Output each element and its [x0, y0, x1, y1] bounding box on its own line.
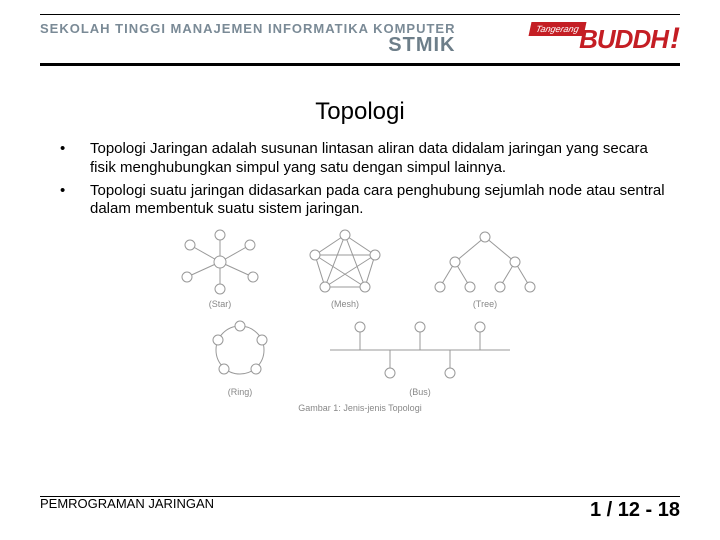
diagram-row-1: (Star): [0, 227, 720, 309]
diagram-caption: Gambar 1: Jenis-jenis Topologi: [0, 403, 720, 413]
header-inner: SEKOLAH TINGGI MANAJEMEN INFORMATIKA KOM…: [40, 17, 680, 61]
diagram-tree: (Tree): [425, 227, 545, 309]
footer-left-text: PEMROGRAMAN JARINGAN: [40, 496, 214, 511]
bullet-item: Topologi Jaringan adalah susunan lintasa…: [60, 140, 670, 178]
bullet-item: Topologi suatu jaringan didasarkan pada …: [60, 182, 670, 220]
diagram-label: (Mesh): [331, 299, 359, 309]
tree-icon: [425, 227, 545, 297]
logo-tag: Tangerang: [529, 22, 587, 36]
logo-text: BUDDH: [579, 24, 668, 55]
logo-exclamation-icon: !: [670, 22, 680, 56]
header-rule-bottom: [40, 63, 680, 66]
diagram-ring: (Ring): [200, 315, 280, 397]
footer-row: PEMROGRAMAN JARINGAN 1 / 12 - 18: [40, 499, 680, 522]
topology-diagrams: (Star): [0, 227, 720, 413]
diagram-label: (Tree): [473, 299, 497, 309]
diagram-mesh: (Mesh): [305, 227, 385, 309]
footer-region: PEMROGRAMAN JARINGAN 1 / 12 - 18: [40, 496, 680, 522]
ring-icon: [200, 315, 280, 385]
logo: Tangerang BUDDH !: [530, 22, 680, 56]
header-rule-top: [40, 14, 680, 15]
mesh-icon: [305, 227, 385, 297]
diagram-row-2: (Ring) (Bus): [0, 315, 720, 397]
page-title: Topologi: [0, 98, 720, 126]
star-icon: [175, 227, 265, 297]
bus-icon: [320, 315, 520, 385]
page-number: 1 / 12 - 18: [590, 499, 680, 522]
diagram-label: (Bus): [409, 387, 431, 397]
bullet-list: Topologi Jaringan adalah susunan lintasa…: [0, 126, 720, 219]
institution-name: SEKOLAH TINGGI MANAJEMEN INFORMATIKA KOM…: [40, 21, 456, 57]
diagram-label: (Ring): [228, 387, 253, 397]
diagram-label: (Star): [209, 299, 232, 309]
header-region: SEKOLAH TINGGI MANAJEMEN INFORMATIKA KOM…: [0, 0, 720, 80]
institution-line2: STMIK: [40, 34, 456, 57]
diagram-bus: (Bus): [320, 315, 520, 397]
diagram-star: (Star): [175, 227, 265, 309]
